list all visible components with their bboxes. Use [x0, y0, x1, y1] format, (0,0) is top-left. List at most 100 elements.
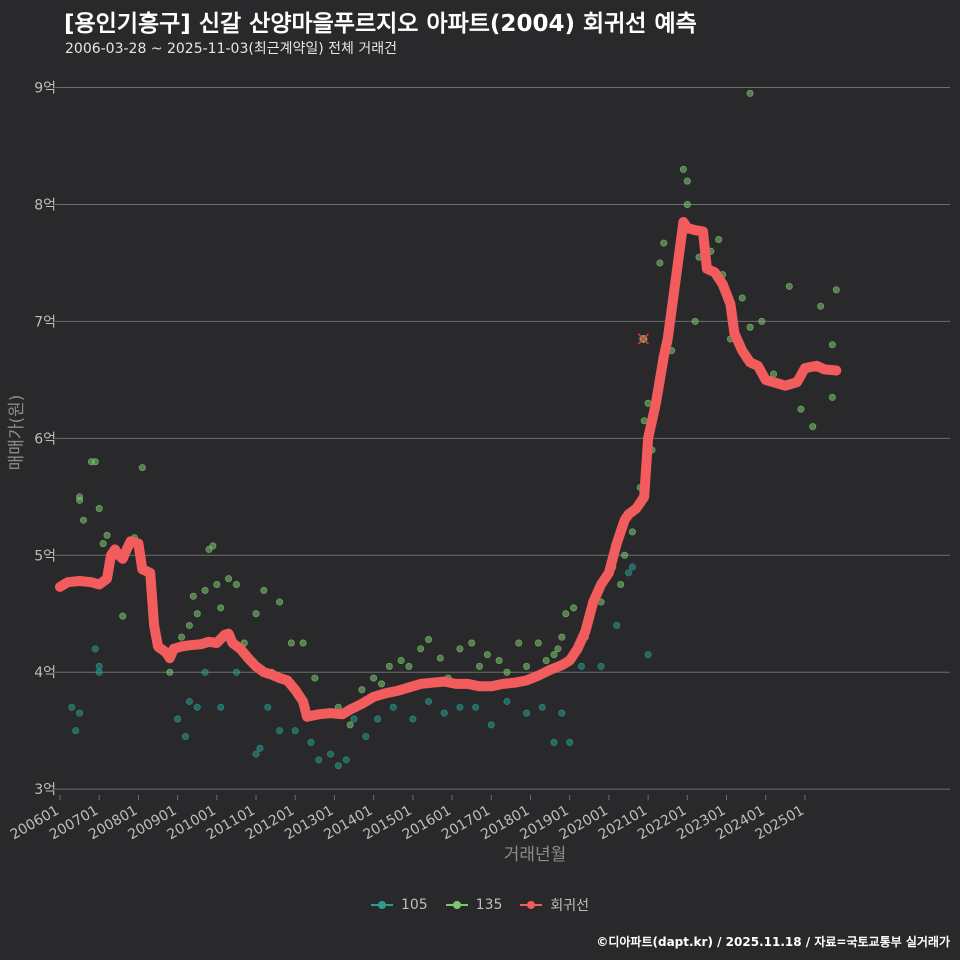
data-point-135 — [554, 645, 562, 653]
data-point-105 — [334, 762, 342, 770]
data-point-105 — [95, 668, 103, 676]
data-point-105 — [252, 750, 260, 758]
data-point-135 — [483, 651, 491, 659]
data-point-135 — [287, 639, 295, 647]
legend-label-105: 105 — [400, 897, 428, 913]
data-point-105 — [217, 703, 225, 711]
data-point-135 — [358, 686, 366, 694]
data-point-135 — [417, 645, 425, 653]
legend-key-135 — [445, 898, 468, 912]
data-point-135 — [178, 633, 186, 641]
data-point-135 — [138, 464, 146, 472]
data-point-105 — [558, 709, 566, 717]
legend-item-135: 135 — [445, 895, 503, 915]
data-point-135 — [476, 662, 484, 670]
legend-key-regression — [520, 898, 543, 912]
data-point-135 — [621, 551, 629, 559]
data-point-105 — [91, 645, 99, 653]
data-point-105 — [374, 715, 382, 723]
data-point-135 — [534, 639, 542, 647]
data-point-105 — [201, 668, 209, 676]
data-point-105 — [644, 651, 652, 659]
data-point-105 — [276, 727, 284, 735]
data-point-105 — [425, 697, 433, 705]
chart-title: [용인기흥구] 신갈 산양마을푸르지오 아파트(2004) 회귀선 예측 — [64, 11, 697, 37]
highlight-marker-icon — [637, 333, 649, 345]
data-point-105 — [76, 709, 84, 717]
data-point-135 — [91, 458, 99, 466]
regression-line — [55, 217, 842, 722]
data-point-135 — [99, 540, 107, 548]
data-point-135 — [683, 177, 691, 185]
data-point-135 — [217, 604, 225, 612]
data-point-105 — [362, 733, 370, 741]
data-point-135 — [542, 657, 550, 665]
y-tick-label: 3억 — [34, 782, 56, 798]
data-point-135 — [656, 259, 664, 267]
data-point-135 — [119, 612, 127, 620]
data-point-105 — [503, 697, 511, 705]
data-point-135 — [515, 639, 523, 647]
data-point-135 — [76, 496, 84, 504]
legend-key-105 — [370, 898, 393, 912]
y-tick-label: 7억 — [34, 314, 56, 330]
data-point-105 — [181, 733, 189, 741]
data-point-105 — [68, 703, 76, 711]
data-point-105 — [613, 621, 621, 629]
data-point-135 — [425, 635, 433, 643]
data-point-105 — [566, 738, 574, 746]
y-tick-label: 4억 — [34, 665, 56, 681]
data-point-105 — [185, 697, 193, 705]
data-point-135 — [691, 317, 699, 325]
data-point-135 — [809, 423, 817, 431]
data-point-135 — [346, 721, 354, 729]
data-point-105 — [307, 738, 315, 746]
data-point-135 — [209, 542, 217, 550]
data-point-135 — [370, 674, 378, 682]
legend-item-regression: 회귀선 — [520, 895, 589, 915]
data-point-135 — [495, 657, 503, 665]
data-point-135 — [193, 610, 201, 618]
data-point-105 — [625, 569, 633, 577]
data-point-105 — [232, 668, 240, 676]
data-point-105 — [523, 709, 531, 717]
data-point-135 — [550, 651, 558, 659]
data-point-135 — [436, 654, 444, 662]
data-point-105 — [550, 738, 558, 746]
data-point-135 — [746, 323, 754, 331]
data-point-105 — [315, 756, 323, 764]
data-point-135 — [405, 662, 413, 670]
data-point-135 — [797, 405, 805, 413]
data-point-105 — [193, 703, 201, 711]
data-point-135 — [562, 610, 570, 618]
data-point-135 — [558, 633, 566, 641]
legend-label-135: 135 — [475, 897, 503, 913]
data-point-135 — [679, 165, 687, 173]
data-point-105 — [487, 721, 495, 729]
data-point-105 — [327, 750, 335, 758]
data-point-105 — [174, 715, 182, 723]
data-point-135 — [225, 575, 233, 583]
data-point-135 — [738, 294, 746, 302]
data-point-135 — [385, 662, 393, 670]
data-point-135 — [232, 581, 240, 589]
legend: 105 135 회귀선 — [0, 895, 960, 915]
data-point-135 — [299, 639, 307, 647]
data-point-105 — [389, 703, 397, 711]
data-point-135 — [276, 598, 284, 606]
footer-credit: ©디아파트(dapt.kr) / 2025.11.18 / 자료=국토교통부 실… — [596, 935, 950, 949]
data-point-105 — [291, 727, 299, 735]
y-tick-label: 5억 — [34, 548, 56, 564]
data-point-135 — [785, 282, 793, 290]
data-point-105 — [342, 756, 350, 764]
data-point-135 — [715, 236, 723, 244]
data-point-135 — [617, 581, 625, 589]
data-point-135 — [166, 668, 174, 676]
data-point-135 — [817, 302, 825, 310]
data-point-135 — [201, 586, 209, 594]
data-point-135 — [683, 200, 691, 208]
data-point-135 — [758, 317, 766, 325]
data-point-105 — [628, 563, 636, 571]
y-tick-label: 6억 — [34, 431, 56, 447]
